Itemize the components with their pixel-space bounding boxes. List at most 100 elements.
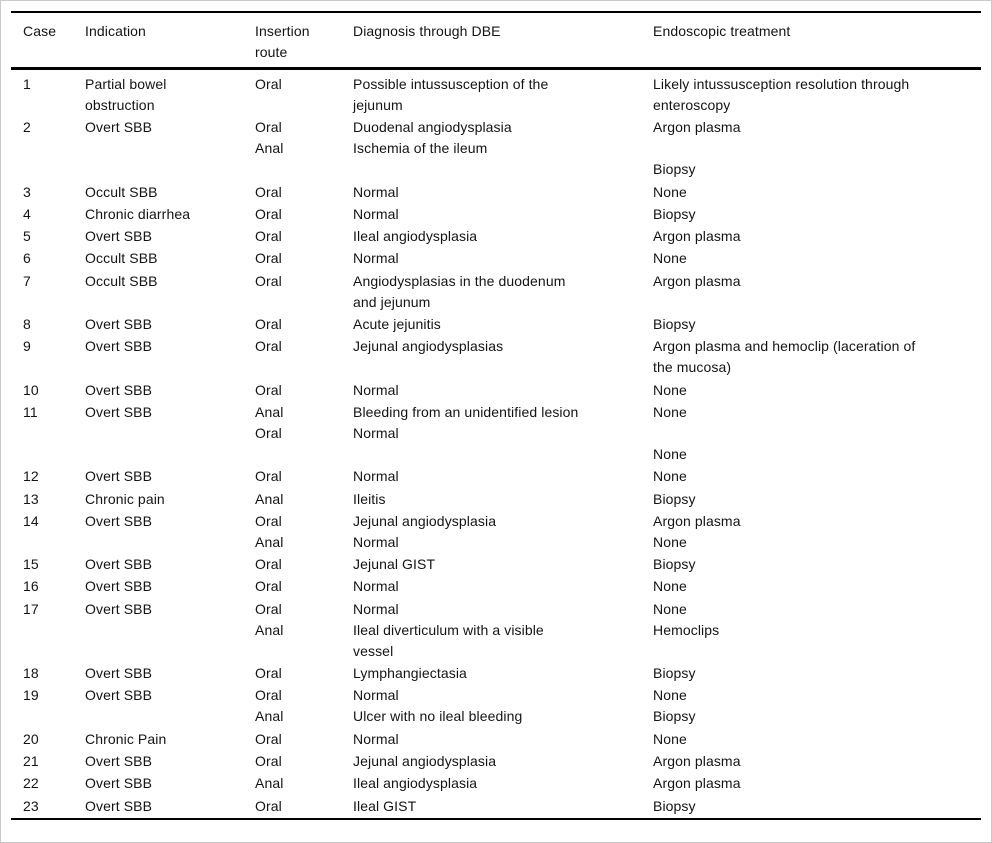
treatment-cell: None — [653, 576, 981, 598]
table-row: 7 Occult SBB Oral Angiodysplasias in the du… — [11, 271, 981, 314]
diagnosis-cell: Normal — [353, 204, 653, 226]
table-row: 6 Occult SBB Oral Normal None — [11, 248, 981, 270]
cell-line: None — [653, 445, 687, 462]
cell-line: the mucosa) — [653, 359, 732, 376]
cell-line: 2 — [23, 119, 31, 136]
route-cell: Oral — [255, 751, 353, 773]
cell-line: None — [653, 600, 687, 617]
cell-line: Oral — [255, 556, 282, 573]
cell-line: Occult SBB — [85, 272, 158, 289]
case-cell: 7 — [11, 271, 85, 314]
diagnosis-cell: Acute jejunitis — [353, 314, 653, 336]
cell-line: Endoscopic treatment — [653, 23, 791, 39]
cell-line: None — [653, 381, 687, 398]
cell-line: Ileal GIST — [353, 797, 417, 814]
cell-line: Oral — [255, 205, 282, 222]
cell-line: 11 — [23, 403, 38, 420]
cell-line: Oral — [255, 338, 282, 355]
case-cell: 16 — [11, 576, 85, 598]
cell-line: Normal — [353, 533, 399, 550]
column-header-indication: Indication — [85, 12, 255, 70]
cell-line: 19 — [23, 687, 39, 704]
cell-line: Normal — [353, 468, 399, 485]
cell-line: 16 — [23, 578, 39, 595]
cell-line: Jejunal GIST — [353, 556, 436, 573]
table-row: 3 Occult SBB Oral Normal None — [11, 182, 981, 204]
cell-line: Biopsy — [653, 708, 696, 725]
route-cell: Oral — [255, 69, 353, 118]
cell-line: Duodenal angiodysplasia — [353, 119, 512, 136]
cell-line: Argon plasma — [653, 228, 741, 245]
cell-line: None — [653, 183, 687, 200]
table-row: 1 Partial bowel obstruction Oral Possible in… — [11, 69, 981, 118]
diagnosis-cell: Normal — [353, 466, 653, 488]
cell-line: Biopsy — [653, 316, 696, 333]
case-cell: 23 — [11, 796, 85, 819]
cell-line: Argon plasma — [653, 512, 741, 529]
diagnosis-cell: Bleeding from an unidentified lesion Norm… — [353, 402, 653, 466]
cell-line: route — [255, 44, 288, 60]
case-table: Case Indication Insertion route Diagnosis th… — [11, 11, 981, 820]
case-cell: 8 — [11, 314, 85, 336]
cell-line: Jejunal angiodysplasia — [353, 512, 497, 529]
cell-line: Possible intussusception of the — [353, 76, 549, 92]
treatment-cell: Argon plasma None — [653, 511, 981, 554]
table-row: 15 Overt SBB Oral Jejunal GIST Biopsy — [11, 554, 981, 576]
cell-line: Normal — [353, 424, 399, 441]
indication-cell: Overt SBB — [85, 314, 255, 336]
cell-line: Oral — [255, 578, 282, 595]
cell-line: 23 — [23, 797, 39, 814]
cell-line: 9 — [23, 338, 31, 355]
cell-line: Ileitis — [353, 490, 386, 507]
cell-line: 20 — [23, 730, 39, 747]
diagnosis-cell: Jejunal GIST — [353, 554, 653, 576]
diagnosis-cell: Angiodysplasias in the duodenum and jejun… — [353, 271, 653, 314]
table-row: 9 Overt SBB Oral Jejunal angiodysplasias Arg… — [11, 336, 981, 379]
indication-cell: Overt SBB — [85, 554, 255, 576]
cell-line: Overt SBB — [85, 512, 153, 529]
cell-line: Overt SBB — [85, 578, 153, 595]
treatment-cell: None — [653, 182, 981, 204]
diagnosis-cell: Jejunal angiodysplasias — [353, 336, 653, 379]
diagnosis-cell: Ileal angiodysplasia — [353, 773, 653, 795]
treatment-cell: Biopsy — [653, 796, 981, 819]
cell-line: Oral — [255, 687, 282, 704]
cell-line: Overt SBB — [85, 687, 153, 704]
case-cell: 17 — [11, 599, 85, 663]
case-cell: 2 — [11, 117, 85, 181]
cell-line: None — [653, 403, 687, 420]
indication-cell: Chronic pain — [85, 489, 255, 511]
cell-line: None — [653, 250, 687, 267]
table-row: 14 Overt SBB Oral Anal Jejunal angiodysplasi… — [11, 511, 981, 554]
cell-line — [653, 423, 973, 444]
case-cell: 15 — [11, 554, 85, 576]
indication-cell: Overt SBB — [85, 773, 255, 795]
cell-line: Oral — [255, 665, 282, 682]
cell-line: Normal — [353, 205, 399, 222]
indication-cell: Overt SBB — [85, 466, 255, 488]
treatment-cell: Biopsy — [653, 663, 981, 685]
case-cell: 4 — [11, 204, 85, 226]
cell-line: Overt SBB — [85, 338, 153, 355]
cell-line: Oral — [255, 228, 282, 245]
table-row: 5 Overt SBB Oral Ileal angiodysplasia Argon … — [11, 226, 981, 248]
cell-line: Anal — [255, 708, 284, 725]
route-cell: Anal — [255, 773, 353, 795]
cell-line: Anal — [255, 490, 284, 507]
table-row: 23 Overt SBB Oral Ileal GIST Biopsy — [11, 796, 981, 819]
diagnosis-cell: Normal — [353, 182, 653, 204]
route-cell: Oral — [255, 576, 353, 598]
cell-line: Oral — [255, 468, 282, 485]
route-cell: Oral — [255, 271, 353, 314]
route-cell: Oral Anal — [255, 685, 353, 728]
indication-cell: Overt SBB — [85, 117, 255, 181]
treatment-cell: None — [653, 248, 981, 270]
indication-cell: Overt SBB — [85, 226, 255, 248]
cell-line: Biopsy — [653, 665, 696, 682]
cell-line: Biopsy — [653, 797, 696, 814]
cell-line: Oral — [255, 424, 282, 441]
cell-line: 17 — [23, 600, 39, 617]
case-cell: 18 — [11, 663, 85, 685]
route-cell: Oral — [255, 314, 353, 336]
